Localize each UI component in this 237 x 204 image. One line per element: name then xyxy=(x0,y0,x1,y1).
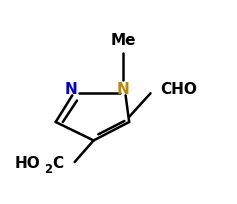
Text: C: C xyxy=(53,156,64,171)
Text: N: N xyxy=(117,81,130,96)
Text: N: N xyxy=(65,81,77,96)
Text: HO: HO xyxy=(14,156,40,171)
Text: CHO: CHO xyxy=(160,81,197,96)
Text: Me: Me xyxy=(110,33,136,48)
Text: 2: 2 xyxy=(45,162,53,175)
